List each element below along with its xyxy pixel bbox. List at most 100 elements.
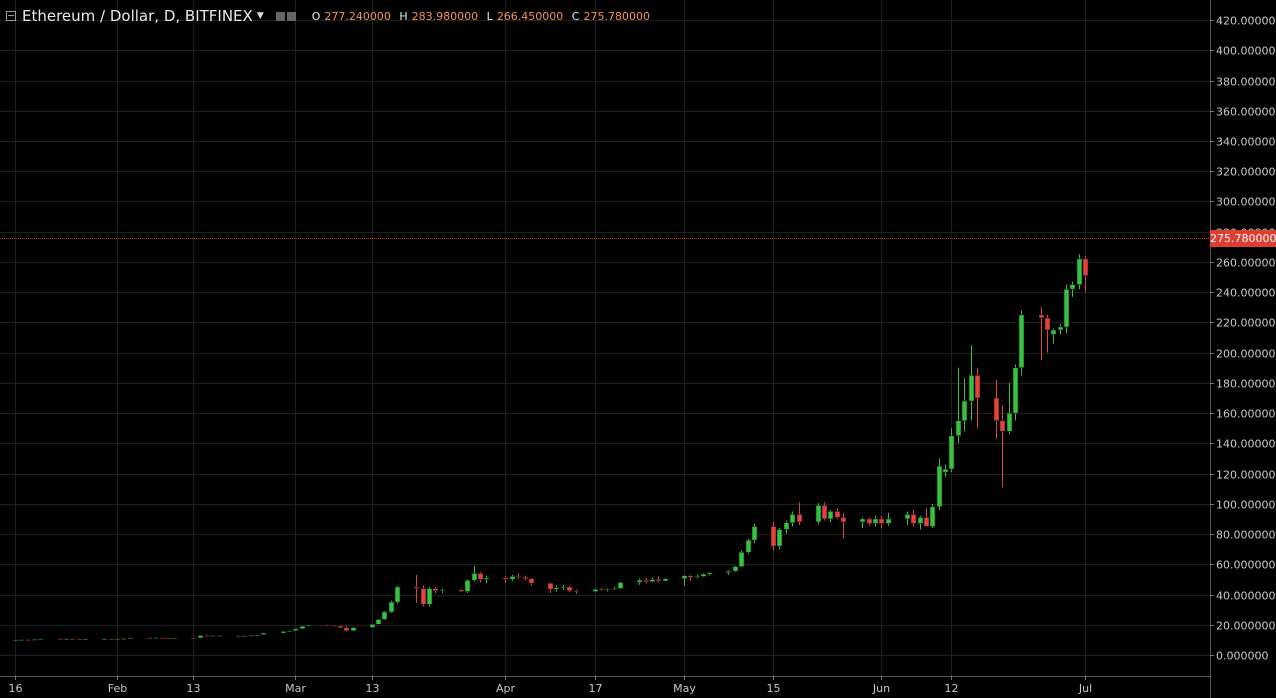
candle[interactable] [458,588,465,593]
candle[interactable] [331,625,338,627]
candle[interactable] [662,577,669,582]
candle[interactable] [840,512,847,539]
candle[interactable] [388,600,395,613]
candle[interactable] [1057,323,1064,335]
candle[interactable] [547,582,554,594]
candle[interactable] [566,586,573,593]
candle[interactable] [592,588,599,593]
candle[interactable] [553,585,560,592]
candle[interactable] [1063,284,1070,334]
candle[interactable] [948,428,955,473]
candle[interactable] [248,635,255,637]
candle[interactable] [796,502,803,525]
candle[interactable] [426,586,433,607]
candle[interactable] [25,639,32,641]
gear-icon[interactable] [286,11,296,21]
candle[interactable] [190,637,197,640]
candle[interactable] [955,367,962,444]
candle[interactable] [598,587,605,591]
candle[interactable] [936,458,943,510]
candle[interactable] [923,508,930,527]
candle[interactable] [254,634,261,636]
candle[interactable] [464,579,471,594]
chevron-down-icon[interactable]: ▼ [256,11,264,21]
candle[interactable] [432,586,439,594]
candle[interactable] [235,635,242,637]
candle[interactable] [770,521,777,551]
candle[interactable] [821,502,828,521]
candle[interactable] [789,511,796,527]
candle[interactable] [159,637,166,639]
candle[interactable] [82,638,89,641]
candle[interactable] [171,637,178,640]
candle[interactable] [617,581,624,590]
candle[interactable] [929,503,936,529]
candle[interactable] [1006,382,1013,435]
candle[interactable] [57,638,64,641]
candle[interactable] [1038,307,1045,361]
candle[interactable] [611,586,618,590]
candle[interactable] [974,367,981,429]
candle[interactable] [12,640,19,642]
candle[interactable] [649,577,656,583]
candle[interactable] [515,573,522,580]
candle[interactable] [917,515,924,530]
candle[interactable] [114,638,121,640]
candle[interactable] [483,575,490,584]
candle[interactable] [63,638,70,640]
candle[interactable] [681,574,688,586]
candle[interactable] [866,517,873,526]
candle[interactable] [299,625,306,630]
candle[interactable] [76,638,83,641]
candle[interactable] [413,574,420,603]
candle[interactable] [1082,255,1089,293]
candle[interactable] [209,635,216,637]
price-axis[interactable]: 0.000000 20.000000 40.000000 60.000000 80.00… [1210,0,1276,698]
candle[interactable] [216,635,223,637]
candle[interactable] [350,627,357,632]
candle[interactable] [305,624,312,627]
candle[interactable] [1018,310,1025,376]
candle[interactable] [1069,281,1076,297]
candle[interactable] [375,618,382,625]
candle[interactable] [197,635,204,639]
time-axis[interactable]: 16 Feb 13 Mar 13 Apr 17 May 15 Jun 12 Jul [0,676,1210,695]
candle[interactable] [1050,328,1057,344]
candle[interactable] [687,574,694,581]
candle[interactable] [560,584,567,590]
candle[interactable] [509,574,516,581]
candle[interactable] [745,538,752,554]
candle[interactable] [101,638,108,641]
candle[interactable] [999,405,1006,488]
candle[interactable] [694,574,701,579]
candle[interactable] [878,515,885,529]
candle[interactable] [343,626,350,632]
candle[interactable] [31,639,38,641]
candle[interactable] [324,624,331,627]
candle[interactable] [203,635,210,637]
candle[interactable] [573,589,580,594]
candle[interactable] [827,509,834,522]
candle[interactable] [260,632,267,635]
candle[interactable] [636,578,643,585]
candle[interactable] [1076,254,1083,290]
candle[interactable] [420,585,427,607]
candle[interactable] [1012,364,1019,421]
candle[interactable] [993,379,1000,439]
candle[interactable] [815,503,822,525]
candle[interactable] [528,577,535,586]
candle[interactable] [904,511,911,525]
candle[interactable] [146,637,153,640]
candle[interactable] [968,345,975,421]
candle[interactable] [120,638,127,640]
candle[interactable] [165,637,172,640]
candle[interactable] [1044,314,1051,353]
candle[interactable] [394,585,401,604]
candle[interactable] [961,378,968,432]
candle[interactable] [700,573,707,578]
candle[interactable] [655,576,662,583]
candle[interactable] [732,565,739,572]
candle[interactable] [502,576,509,583]
candle[interactable] [152,637,159,639]
